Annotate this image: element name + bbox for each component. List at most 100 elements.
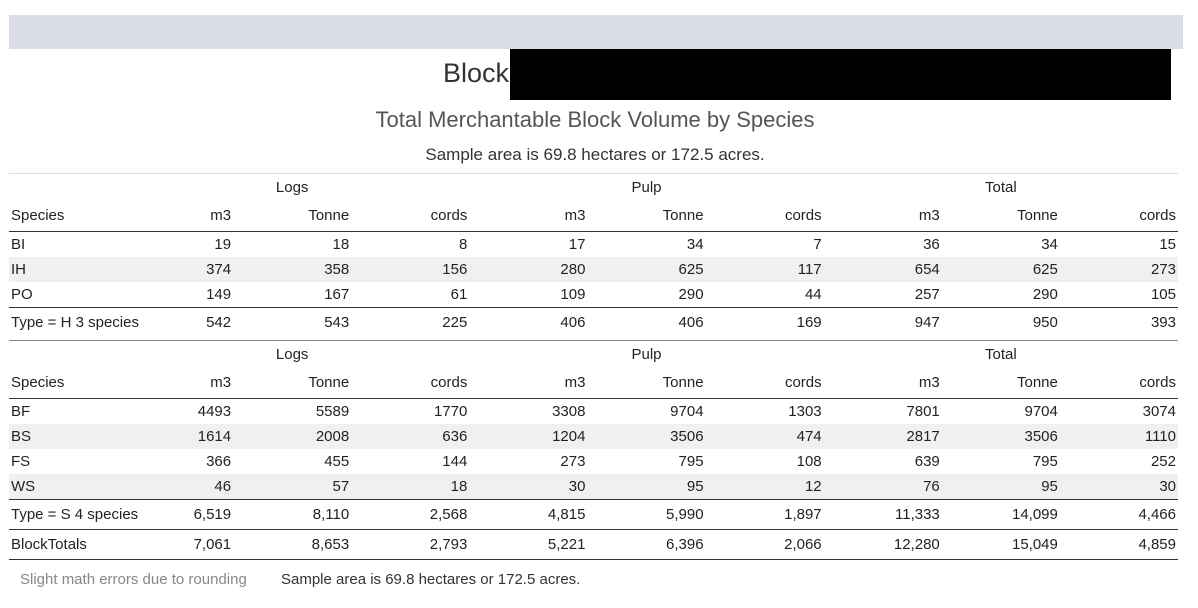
species-cell: BI — [11, 236, 26, 253]
value-cell: 625 — [941, 257, 1060, 282]
group-pulp: Pulp — [469, 340, 824, 367]
total-value-cell: 12,280 — [823, 529, 942, 560]
value-cell: 8 — [458, 236, 468, 253]
total-value-cell: 4,466 — [1059, 499, 1178, 530]
value-cell: 36 — [923, 236, 940, 253]
total-value-cell: 2,793 — [351, 529, 470, 560]
row-label: Type = H 3 species — [9, 307, 139, 337]
total-value-cell: 2,568 — [351, 499, 470, 530]
value-cell: 30 — [469, 474, 588, 500]
value-cell: 358 — [233, 257, 352, 282]
table-row: PO 149 167 61 109 290 44 257 290 105 — [9, 282, 1178, 308]
footer-sample-area: Sample area is 69.8 hectares or 172.5 ac… — [281, 571, 581, 588]
value-cell: 2817 — [823, 424, 942, 449]
value-cell: 1614 — [115, 424, 234, 449]
group-logs: Logs — [115, 340, 470, 367]
total-value-cell: 406 — [469, 307, 588, 337]
header-logs-m3: m3 — [115, 367, 234, 399]
value-cell: 639 — [914, 453, 940, 470]
total-value-cell: 6,519 — [115, 499, 234, 530]
value-cell: 19 — [214, 236, 232, 253]
value-cell: 144 — [442, 453, 468, 470]
value-cell: 109 — [560, 286, 586, 303]
section-s-body: BF 4493 5589 1770 3308 9704 1303 7801 9704 3074 BS… — [9, 399, 1178, 500]
total-value-cell: 393 — [1059, 307, 1178, 337]
value-cell: 7801 — [906, 403, 940, 420]
species-cell: PO — [11, 286, 33, 303]
value-cell: 156 — [351, 257, 470, 282]
value-cell: 1770 — [433, 403, 468, 420]
type-summary-row: Type = S 4 species 6,519 8,110 2,568 4,815 5,… — [9, 499, 1178, 530]
group-total: Total — [823, 340, 1178, 367]
total-value-cell: 406 — [587, 307, 706, 337]
value-cell: 654 — [823, 257, 942, 282]
header-logs-cords: cords — [351, 200, 470, 232]
species-cell: WS — [9, 474, 115, 500]
value-cell: 61 — [450, 286, 468, 303]
value-cell: 9704 — [670, 403, 704, 420]
value-cell: 95 — [941, 474, 1060, 500]
value-cell: 455 — [324, 453, 350, 470]
total-value-cell: 5,221 — [469, 529, 588, 560]
header-total-m3: m3 — [823, 367, 942, 399]
value-cell: 167 — [324, 286, 350, 303]
total-value-cell: 8,653 — [233, 529, 352, 560]
total-value-cell: 225 — [351, 307, 470, 337]
header-pulp-m3: m3 — [469, 367, 588, 399]
value-cell: 3308 — [552, 403, 586, 420]
value-cell: 636 — [351, 424, 470, 449]
value-cell: 117 — [705, 257, 824, 282]
value-cell: 273 — [1059, 257, 1178, 282]
table-row: BF 4493 5589 1770 3308 9704 1303 7801 9704 3074 — [9, 399, 1178, 425]
type-summary-row: Type = H 3 species 542 543 225 406 406 169 947 9… — [9, 307, 1178, 337]
value-cell: 4493 — [197, 403, 232, 420]
volume-table-h: Logs Pulp Total Species m3 Tonne cords m… — [9, 173, 1178, 337]
value-cell: 34 — [1041, 236, 1058, 253]
header-pulp-tonne: Tonne — [587, 367, 706, 399]
column-header-row: Species m3 Tonne cords m3 Tonne cords m3… — [9, 200, 1178, 232]
value-cell: 2008 — [233, 424, 352, 449]
header-logs-m3: m3 — [115, 200, 234, 232]
value-cell: 7 — [813, 236, 822, 253]
report-subtitle: Total Merchantable Block Volume by Speci… — [375, 107, 815, 132]
value-cell: 474 — [705, 424, 824, 449]
header-pulp-tonne: Tonne — [587, 200, 706, 232]
total-value-cell: 4,859 — [1059, 529, 1178, 560]
block-totals-row: BlockTotals 7,061 8,653 2,793 5,221 6,396 2,06… — [9, 529, 1178, 560]
total-value-cell: 14,099 — [941, 499, 1060, 530]
header-pulp-cords: cords — [705, 367, 824, 399]
value-cell: 3074 — [1142, 403, 1176, 420]
header-species: Species — [9, 200, 115, 232]
species-cell: BS — [9, 424, 115, 449]
value-cell: 290 — [1032, 286, 1058, 303]
value-cell: 257 — [914, 286, 940, 303]
total-value-cell: 4,815 — [469, 499, 588, 530]
value-cell: 273 — [560, 453, 586, 470]
header-logs-tonne: Tonne — [233, 200, 352, 232]
value-cell: 5589 — [315, 403, 350, 420]
report-header-bar — [9, 15, 1183, 49]
value-cell: 76 — [823, 474, 942, 500]
total-value-cell: 7,061 — [115, 529, 234, 560]
total-value-cell: 5,990 — [587, 499, 706, 530]
value-cell: 3506 — [941, 424, 1060, 449]
header-logs-tonne: Tonne — [233, 367, 352, 399]
value-cell: 149 — [206, 286, 232, 303]
total-value-cell: 169 — [705, 307, 824, 337]
value-cell: 374 — [115, 257, 234, 282]
block-title: Block — [443, 58, 510, 88]
rounding-note: Slight math errors due to rounding — [20, 571, 247, 588]
header-total-tonne: Tonne — [941, 200, 1060, 232]
group-pulp: Pulp — [469, 173, 824, 200]
species-cell: FS — [11, 453, 31, 470]
value-cell: 9704 — [1024, 403, 1058, 420]
value-cell: 46 — [115, 474, 234, 500]
header-pulp-cords: cords — [705, 200, 824, 232]
sample-area-summary: Sample area is 69.8 hectares or 172.5 ac… — [425, 145, 765, 164]
section-h-body: BI 19 18 8 17 34 7 36 34 15 IH 374 358 156 280 625 117 65… — [9, 232, 1178, 308]
total-value-cell: 8,110 — [233, 499, 352, 530]
value-cell: 795 — [678, 453, 704, 470]
value-cell: 15 — [1159, 236, 1176, 253]
value-cell: 95 — [587, 474, 706, 500]
header-species: Species — [9, 367, 115, 399]
